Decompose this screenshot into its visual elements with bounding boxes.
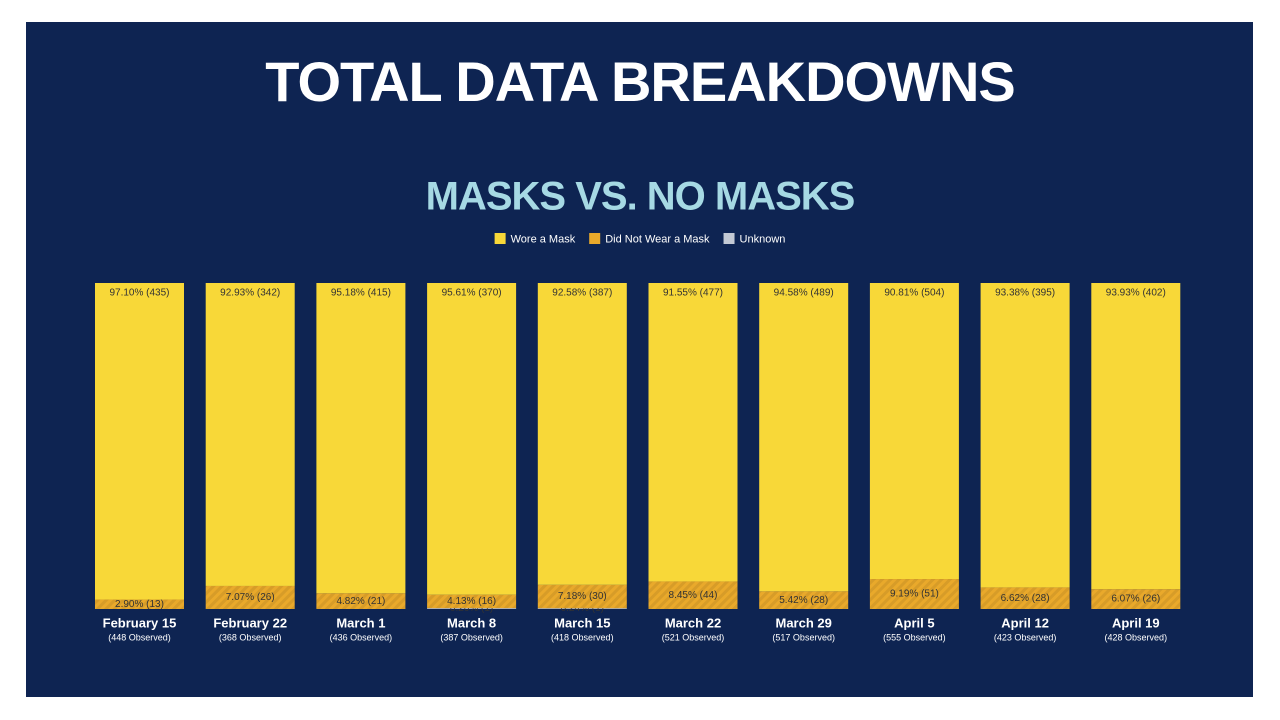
x-tick-note: (448 Observed) <box>108 632 171 642</box>
bar-hatch <box>759 591 849 609</box>
bar-hatch <box>316 593 406 609</box>
value-label: 0.26% (1) <box>450 603 493 614</box>
bar-hatch <box>537 584 627 609</box>
x-tick-label: February 15 <box>103 615 177 630</box>
bar-segment <box>648 283 738 582</box>
x-tick-label: April 19 <box>1112 615 1160 630</box>
value-label: 94.58% (489) <box>774 288 834 299</box>
legend-swatch <box>589 233 601 244</box>
bar-hatch <box>95 599 184 609</box>
bar-hatch <box>1091 589 1181 609</box>
value-label: 97.10% (435) <box>109 288 169 299</box>
x-tick-note: (517 Observed) <box>772 632 835 642</box>
value-label: 95.61% (370) <box>442 288 502 299</box>
value-label: 6.07% (26) <box>1111 594 1160 605</box>
x-tick-label: March 1 <box>336 615 385 630</box>
value-label: 6.62% (28) <box>1001 593 1050 604</box>
x-tick-note: (555 Observed) <box>883 632 946 642</box>
value-label: 7.18% (30) <box>558 591 607 602</box>
value-label: 93.93% (402) <box>1106 288 1166 299</box>
x-tick-label: March 15 <box>554 615 610 630</box>
value-label: 8.45% (44) <box>669 590 718 601</box>
legend-swatch <box>494 233 506 244</box>
x-tick-label: April 5 <box>894 615 934 630</box>
value-label: 7.07% (26) <box>226 592 275 603</box>
value-label: 90.81% (504) <box>884 288 944 299</box>
value-label: 4.13% (16) <box>447 596 496 607</box>
legend-label: Did Not Wear a Mask <box>605 233 710 245</box>
value-label: 92.58% (387) <box>552 288 612 299</box>
bar-segment <box>95 283 184 600</box>
chart-subtitle: MASKS VS. NO MASKS <box>426 175 855 219</box>
legend-swatch <box>723 233 735 244</box>
value-label: 93.38% (395) <box>995 288 1055 299</box>
x-tick-note: (436 Observed) <box>330 632 393 642</box>
bar-segment <box>537 608 627 609</box>
legend-label: Wore a Mask <box>511 233 576 245</box>
legend: Wore a Mask Did Not Wear a Mask Unknown <box>494 233 786 245</box>
value-label: 2.90% (13) <box>115 599 164 610</box>
bar-segment <box>316 283 406 594</box>
value-label: 4.82% (21) <box>336 596 385 607</box>
value-label: 5.42% (28) <box>779 595 828 606</box>
x-tick-note: (387 Observed) <box>440 632 503 642</box>
x-tick-note: (418 Observed) <box>551 632 614 642</box>
value-label: 92.93% (342) <box>220 288 280 299</box>
value-label: 91.55% (477) <box>663 288 723 299</box>
value-label: 9.19% (51) <box>890 589 939 600</box>
x-tick-label: March 8 <box>447 615 496 630</box>
x-tick-note: (428 Observed) <box>1105 632 1168 642</box>
value-label: 95.18% (415) <box>331 288 391 299</box>
bar-segment <box>869 283 959 580</box>
bar-segment <box>427 283 517 595</box>
bar-segment <box>759 283 849 592</box>
x-tick-label: February 22 <box>213 615 287 630</box>
bar-hatch <box>427 594 517 609</box>
x-tick-label: March 22 <box>665 615 721 630</box>
bar-segment <box>427 608 517 609</box>
bar-segment <box>1091 283 1181 590</box>
x-tick-note: (521 Observed) <box>662 632 725 642</box>
bar-segment <box>980 283 1070 588</box>
bar-hatch <box>980 587 1070 609</box>
x-tick-note: (423 Observed) <box>994 632 1057 642</box>
bar-segment <box>537 283 627 585</box>
x-tick-label: April 12 <box>1001 615 1049 630</box>
x-tick-note: (368 Observed) <box>219 632 282 642</box>
bar-segment <box>205 283 295 586</box>
legend-label: Unknown <box>740 233 786 245</box>
bar-hatch <box>869 579 959 609</box>
x-tick-label: March 29 <box>776 615 832 630</box>
chart-title: TOTAL DATA BREAKDOWNS <box>265 50 1014 113</box>
bar-hatch <box>648 581 738 609</box>
value-label: 0.24% (1) <box>561 603 604 614</box>
bar-hatch <box>205 585 295 609</box>
